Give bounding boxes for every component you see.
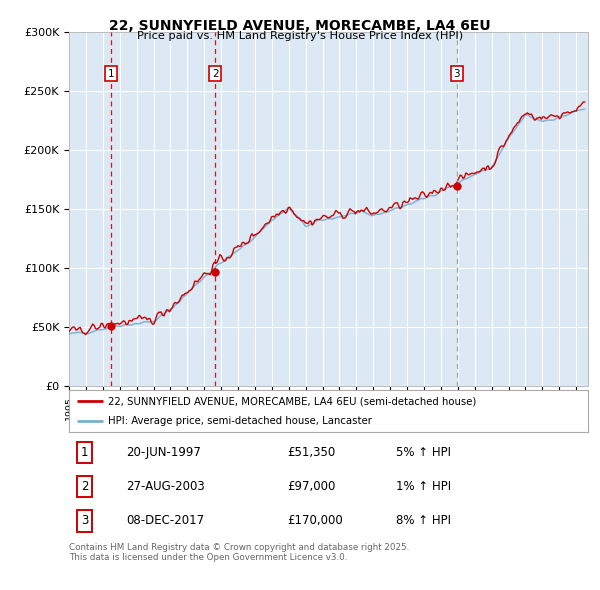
Text: 2: 2 — [212, 69, 218, 78]
Text: £97,000: £97,000 — [287, 480, 335, 493]
Text: Price paid vs. HM Land Registry's House Price Index (HPI): Price paid vs. HM Land Registry's House … — [137, 31, 463, 41]
Text: 22, SUNNYFIELD AVENUE, MORECAMBE, LA4 6EU (semi-detached house): 22, SUNNYFIELD AVENUE, MORECAMBE, LA4 6E… — [108, 396, 476, 407]
Text: 1: 1 — [107, 69, 114, 78]
Text: 08-DEC-2017: 08-DEC-2017 — [126, 514, 204, 527]
Text: 8% ↑ HPI: 8% ↑ HPI — [396, 514, 451, 527]
Text: £51,350: £51,350 — [287, 446, 335, 459]
Text: £170,000: £170,000 — [287, 514, 343, 527]
Text: 1% ↑ HPI: 1% ↑ HPI — [396, 480, 451, 493]
Text: HPI: Average price, semi-detached house, Lancaster: HPI: Average price, semi-detached house,… — [108, 416, 372, 426]
Text: 20-JUN-1997: 20-JUN-1997 — [126, 446, 201, 459]
Text: 2: 2 — [81, 480, 88, 493]
Text: 3: 3 — [81, 514, 88, 527]
Text: 5% ↑ HPI: 5% ↑ HPI — [396, 446, 451, 459]
Text: 3: 3 — [454, 69, 460, 78]
Text: Contains HM Land Registry data © Crown copyright and database right 2025.
This d: Contains HM Land Registry data © Crown c… — [69, 543, 409, 562]
Text: 27-AUG-2003: 27-AUG-2003 — [126, 480, 205, 493]
Text: 22, SUNNYFIELD AVENUE, MORECAMBE, LA4 6EU: 22, SUNNYFIELD AVENUE, MORECAMBE, LA4 6E… — [109, 19, 491, 33]
Text: 1: 1 — [81, 446, 88, 459]
